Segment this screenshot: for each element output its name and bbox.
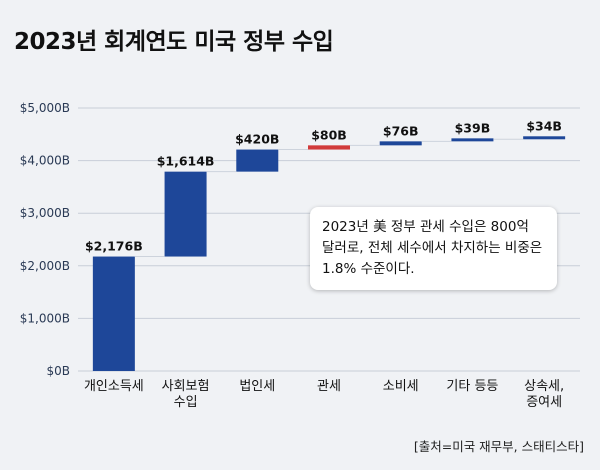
- annotation-box: 2023년 美 정부 관세 수입은 800억 달러로, 전체 세수에서 차지하는…: [310, 207, 557, 290]
- x-tick-label: 법인세: [239, 379, 275, 394]
- bar: [451, 138, 494, 142]
- x-tick-label: 상속세, 증여세: [524, 379, 564, 410]
- data-label: $2,176B: [85, 239, 143, 254]
- waterfall-chart: $0B $1,000B $2,000B $3,000B $4,000B $5,000B $2…: [20, 101, 580, 410]
- data-label: $420B: [235, 132, 279, 147]
- x-tick-label: 기타 등등: [446, 379, 498, 394]
- source-note: [출처=미국 재무부, 스태티스타]: [413, 439, 584, 454]
- y-tick-label: $4,000B: [20, 154, 70, 168]
- bar: [164, 171, 207, 257]
- y-tick-label: $5,000B: [20, 101, 70, 115]
- x-tick-label: 관세: [317, 379, 341, 394]
- x-tick-label: 사회보험 수입: [162, 379, 210, 410]
- bar: [236, 149, 279, 172]
- data-label: $80B: [311, 127, 347, 142]
- y-tick-label: $1,000B: [20, 311, 70, 325]
- y-tick-label: $0B: [46, 364, 70, 378]
- y-tick-label: $3,000B: [20, 206, 70, 220]
- bar: [92, 256, 135, 371]
- data-label: $1,614B: [157, 154, 215, 169]
- y-tick-label: $2,000B: [20, 259, 70, 273]
- data-label: $39B: [455, 120, 491, 135]
- x-tick-label: 개인소득세: [84, 379, 144, 394]
- bar: [379, 141, 422, 146]
- data-label: $34B: [526, 118, 562, 133]
- bar: [308, 145, 350, 150]
- bar: [523, 136, 566, 140]
- data-label: $76B: [383, 123, 419, 138]
- x-tick-label: 소비세: [383, 379, 419, 394]
- chart-title: 2023년 회계연도 미국 정부 수입: [14, 29, 334, 55]
